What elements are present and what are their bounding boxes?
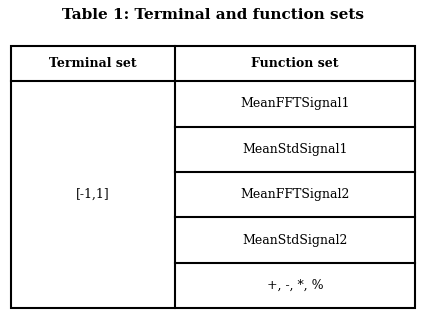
Text: Terminal set: Terminal set <box>49 57 136 70</box>
Text: [-1,1]: [-1,1] <box>76 188 109 201</box>
Text: Function set: Function set <box>251 57 339 70</box>
Text: MeanFFTSignal2: MeanFFTSignal2 <box>240 188 350 201</box>
Text: MeanStdSignal1: MeanStdSignal1 <box>242 143 348 156</box>
Text: Table 1: Terminal and function sets: Table 1: Terminal and function sets <box>62 8 364 22</box>
Bar <box>11 46 415 308</box>
Text: MeanFFTSignal1: MeanFFTSignal1 <box>240 97 350 110</box>
Text: MeanStdSignal2: MeanStdSignal2 <box>242 234 348 246</box>
Text: +, -, *, %: +, -, *, % <box>267 279 323 292</box>
